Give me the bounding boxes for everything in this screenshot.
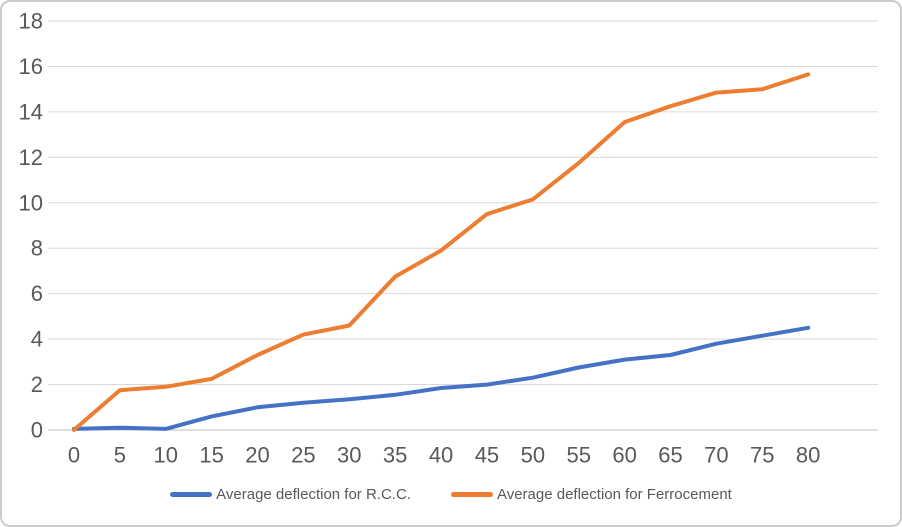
y-axis-tick-label: 14 — [19, 99, 43, 124]
x-axis-tick-label: 20 — [245, 443, 269, 468]
legend-line-swatch-blue — [170, 492, 213, 497]
x-axis-tick-label: 35 — [383, 443, 407, 468]
y-axis-tick-label: 8 — [31, 236, 43, 261]
x-axis-tick-label: 65 — [658, 443, 682, 468]
legend-item-rcc: Average deflection for R.C.C. — [170, 486, 411, 503]
y-axis-tick-label: 4 — [31, 327, 43, 352]
x-axis-tick-label: 60 — [612, 443, 636, 468]
x-axis-tick-label: 55 — [566, 443, 590, 468]
series-line-ferrocement — [71, 72, 811, 432]
x-axis-tick-label: 70 — [704, 443, 728, 468]
legend-label-rcc: Average deflection for R.C.C. — [216, 486, 411, 503]
legend-label-ferrocement: Average deflection for Ferrocement — [496, 486, 732, 503]
y-axis-tick-label: 16 — [19, 54, 43, 79]
x-axis-tick-label: 45 — [475, 443, 499, 468]
chart-legend: Average deflection for R.C.C. Average de… — [2, 486, 900, 503]
x-axis-tick-label: 30 — [337, 443, 361, 468]
y-axis-tick-label: 6 — [31, 281, 43, 306]
x-axis-tick-label: 75 — [750, 443, 774, 468]
x-axis-tick-label: 5 — [114, 443, 126, 468]
x-axis-tick-label: 15 — [199, 443, 223, 468]
y-axis-tick-label: 12 — [19, 145, 43, 170]
y-axis-tick-label: 18 — [19, 9, 43, 34]
x-axis-tick-label: 10 — [153, 443, 177, 468]
legend-line-swatch-orange — [450, 492, 493, 497]
series-line-rcc — [71, 325, 811, 431]
x-axis-tick-label: 80 — [796, 443, 820, 468]
x-axis-tick-label: 50 — [521, 443, 545, 468]
y-axis-tick-label: 0 — [31, 418, 43, 443]
y-axis-tick-label: 10 — [19, 190, 43, 215]
legend-item-ferrocement: Average deflection for Ferrocement — [450, 486, 732, 503]
x-axis-tick-label: 0 — [68, 443, 80, 468]
x-axis-tick-label: 40 — [429, 443, 453, 468]
y-axis-tick-label: 2 — [31, 372, 43, 397]
x-axis-tick-label: 25 — [291, 443, 315, 468]
